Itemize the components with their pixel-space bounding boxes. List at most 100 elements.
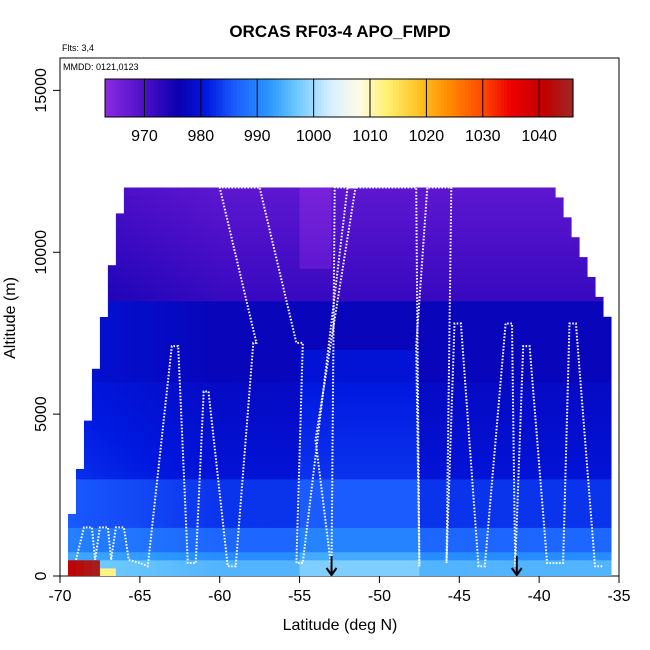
heatmap-cell [339, 511, 348, 520]
heatmap-cell [523, 333, 532, 342]
heatmap-cell [123, 219, 133, 229]
heatmap-cell [283, 486, 293, 496]
heatmap-cell [339, 406, 348, 415]
heatmap-cell [323, 503, 333, 512]
heatmap-cell [123, 446, 133, 456]
heatmap-cell [251, 187, 261, 197]
heatmap-cell [411, 430, 420, 439]
colorbar-strip [156, 79, 160, 117]
heatmap-cell [491, 268, 500, 278]
heatmap-cell [387, 333, 396, 342]
heatmap-cell [99, 519, 109, 528]
heatmap-cell [347, 333, 356, 342]
heatmap-cell [283, 244, 293, 253]
heatmap-cell [427, 495, 436, 504]
heatmap-cell [515, 430, 524, 439]
heatmap-cell [603, 406, 612, 415]
heatmap-cell [203, 203, 213, 213]
heatmap-cell [299, 535, 309, 545]
heatmap-cell [419, 284, 428, 294]
heatmap-cell [235, 333, 245, 342]
y-tick-label: 10000 [33, 230, 50, 275]
heatmap-cell [139, 559, 149, 569]
heatmap-cell [283, 236, 293, 245]
heatmap-cell [467, 397, 476, 407]
heatmap-cell [555, 397, 564, 407]
heatmap-cell [355, 446, 364, 456]
heatmap-cell [347, 203, 356, 213]
heatmap-cell [299, 365, 309, 375]
heatmap-cell [499, 406, 508, 415]
heatmap-cell [403, 567, 412, 576]
heatmap-cell [195, 559, 205, 569]
heatmap-cell [355, 454, 364, 464]
heatmap-cell [563, 551, 572, 561]
heatmap-cell [547, 187, 556, 197]
heatmap-cell [99, 422, 109, 431]
heatmap-cell [307, 227, 317, 237]
heatmap-cell [75, 559, 85, 569]
colorbar-strip [270, 79, 274, 117]
heatmap-cell [603, 543, 612, 553]
heatmap-cell [291, 527, 301, 537]
heatmap-cell [603, 357, 612, 367]
heatmap-cell [515, 244, 524, 253]
heatmap-cell [403, 268, 412, 278]
heatmap-cell [275, 535, 285, 545]
flights-annotation: Flts: 3,4 [62, 43, 94, 53]
heatmap-cell [187, 397, 197, 407]
heatmap-cell [243, 211, 253, 221]
heatmap-cell [419, 470, 428, 480]
heatmap-cell [475, 535, 484, 545]
heatmap-cell [459, 462, 468, 472]
heatmap-cell [523, 414, 532, 423]
heatmap-cell [483, 292, 492, 302]
heatmap-cell [139, 268, 149, 278]
heatmap-cell [339, 317, 348, 326]
heatmap-cell [531, 551, 540, 561]
colorbar-strip [357, 79, 361, 117]
heatmap-cell [451, 260, 460, 269]
heatmap-cell [355, 308, 364, 318]
heatmap-cell [163, 422, 173, 431]
heatmap-cell [379, 486, 388, 496]
heatmap-cell [171, 349, 181, 358]
heatmap-cell [491, 478, 500, 488]
heatmap-cell [483, 260, 492, 269]
heatmap-cell [219, 559, 229, 569]
heatmap-cell [267, 406, 277, 415]
heatmap-cell [347, 430, 356, 439]
heatmap-cell [155, 244, 165, 253]
heatmap-cell [331, 357, 340, 367]
heatmap-cell [347, 341, 356, 350]
heatmap-cell [507, 236, 516, 245]
heatmap-cell [563, 252, 572, 261]
colorbar-strip [210, 79, 214, 117]
heatmap-cell [531, 211, 540, 221]
heatmap-cell [179, 268, 189, 278]
heatmap-cell [347, 559, 356, 569]
heatmap-cell [331, 308, 340, 318]
heatmap-cell [107, 406, 117, 415]
heatmap-cell [475, 276, 484, 286]
heatmap-cell [603, 430, 612, 439]
heatmap-cell [275, 462, 285, 472]
heatmap-cell [203, 503, 213, 512]
heatmap-cell [595, 341, 604, 350]
heatmap-cell [371, 511, 380, 520]
heatmap-cell [155, 559, 165, 569]
heatmap-cell [275, 276, 285, 286]
heatmap-cell [243, 446, 253, 456]
heatmap-cell [243, 227, 253, 237]
heatmap-cell [211, 308, 221, 318]
heatmap-cell [155, 503, 165, 512]
heatmap-cell [211, 519, 221, 528]
heatmap-cell [235, 535, 245, 545]
heatmap-cell [299, 559, 309, 569]
heatmap-cell [283, 341, 293, 350]
heatmap-cell [419, 559, 428, 569]
heatmap-cell [483, 308, 492, 318]
heatmap-cell [411, 438, 420, 447]
heatmap-cell [531, 567, 540, 576]
heatmap-cell [403, 187, 412, 197]
